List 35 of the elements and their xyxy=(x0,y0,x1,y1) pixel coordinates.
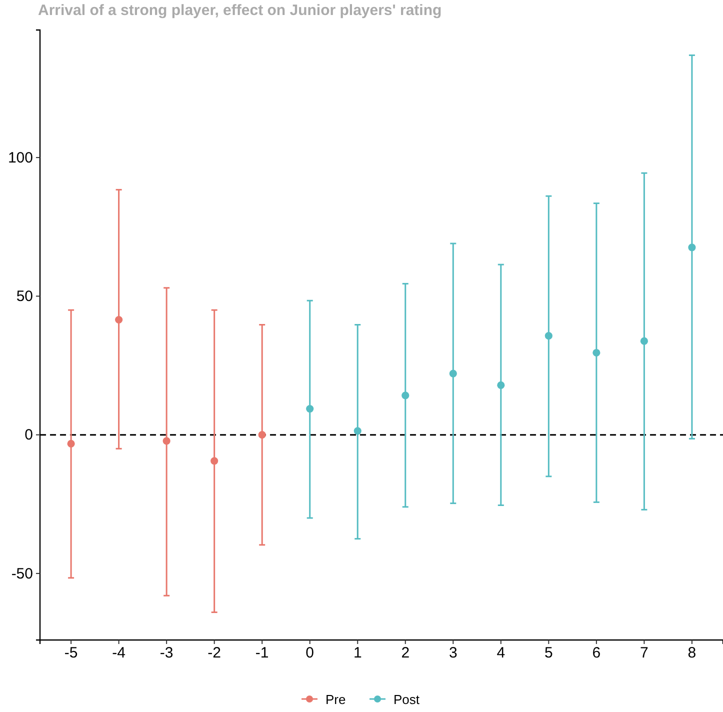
x-tick-label: 1 xyxy=(353,644,362,662)
point xyxy=(592,348,600,357)
x-tick-label: 5 xyxy=(544,644,553,662)
point xyxy=(67,440,75,448)
point xyxy=(449,370,457,378)
y-tick-label: -50 xyxy=(11,565,33,582)
x-tick-label: -4 xyxy=(112,644,126,662)
x-tick-label: -5 xyxy=(64,644,78,662)
point xyxy=(115,316,123,324)
x-tick-label: 6 xyxy=(592,644,601,662)
x-tick-label: 7 xyxy=(640,644,648,662)
point xyxy=(162,437,170,445)
point xyxy=(497,381,505,389)
x-tick-label: -3 xyxy=(160,644,174,662)
point xyxy=(354,427,362,435)
point xyxy=(688,244,696,252)
legend-label: Post xyxy=(394,692,420,707)
y-tick-label: 100 xyxy=(8,149,33,166)
chart-title: Arrival of a strong player, effect on Junior players' rating xyxy=(38,2,442,19)
x-tick-label: -1 xyxy=(255,644,269,662)
y-tick-label: 0 xyxy=(24,426,33,444)
point xyxy=(402,392,410,400)
x-tick-label: 3 xyxy=(448,644,458,662)
point xyxy=(210,457,218,465)
legend-label: Pre xyxy=(326,692,346,707)
x-tick-label: 4 xyxy=(496,644,506,662)
x-tick-label: 2 xyxy=(401,644,410,662)
point xyxy=(640,337,648,345)
x-tick-label: -2 xyxy=(208,644,222,662)
y-tick-label: 50 xyxy=(16,288,33,305)
point xyxy=(544,332,552,340)
point xyxy=(306,404,314,413)
x-tick-label: 8 xyxy=(688,644,696,662)
point xyxy=(258,431,266,439)
x-tick-label: 0 xyxy=(306,644,314,662)
